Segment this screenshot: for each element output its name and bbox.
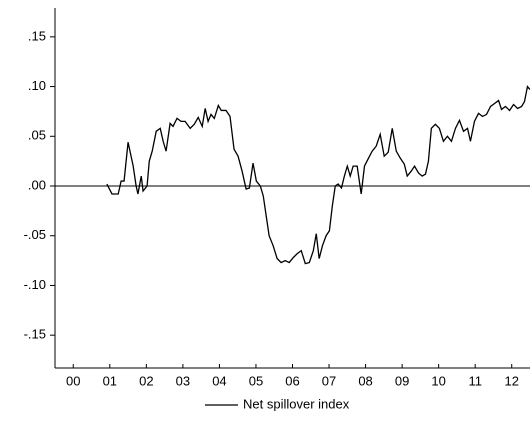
x-tick-label: 09 — [395, 373, 409, 388]
x-tick-label: 07 — [322, 373, 336, 388]
x-tick-label: 03 — [176, 373, 190, 388]
y-tick-label: -.15 — [24, 327, 46, 342]
y-tick-label: .15 — [28, 28, 46, 43]
x-tick-label: 00 — [66, 373, 80, 388]
x-tick-label: 02 — [139, 373, 153, 388]
x-tick-label: 08 — [358, 373, 372, 388]
y-tick-label: -.05 — [24, 227, 46, 242]
legend-label: Net spillover index — [243, 396, 350, 411]
y-tick-label: .10 — [28, 78, 46, 93]
x-tick-label: 01 — [103, 373, 117, 388]
x-tick-label: 06 — [285, 373, 299, 388]
series-line — [106, 85, 530, 265]
x-tick-label: 05 — [249, 373, 263, 388]
x-tick-label: 12 — [504, 373, 518, 388]
x-tick-label: 11 — [468, 373, 482, 388]
x-tick-label: 10 — [431, 373, 445, 388]
x-tick-label: 04 — [212, 373, 226, 388]
y-tick-label: .05 — [28, 128, 46, 143]
y-tick-label: .00 — [28, 177, 46, 192]
y-tick-label: -.10 — [24, 277, 46, 292]
